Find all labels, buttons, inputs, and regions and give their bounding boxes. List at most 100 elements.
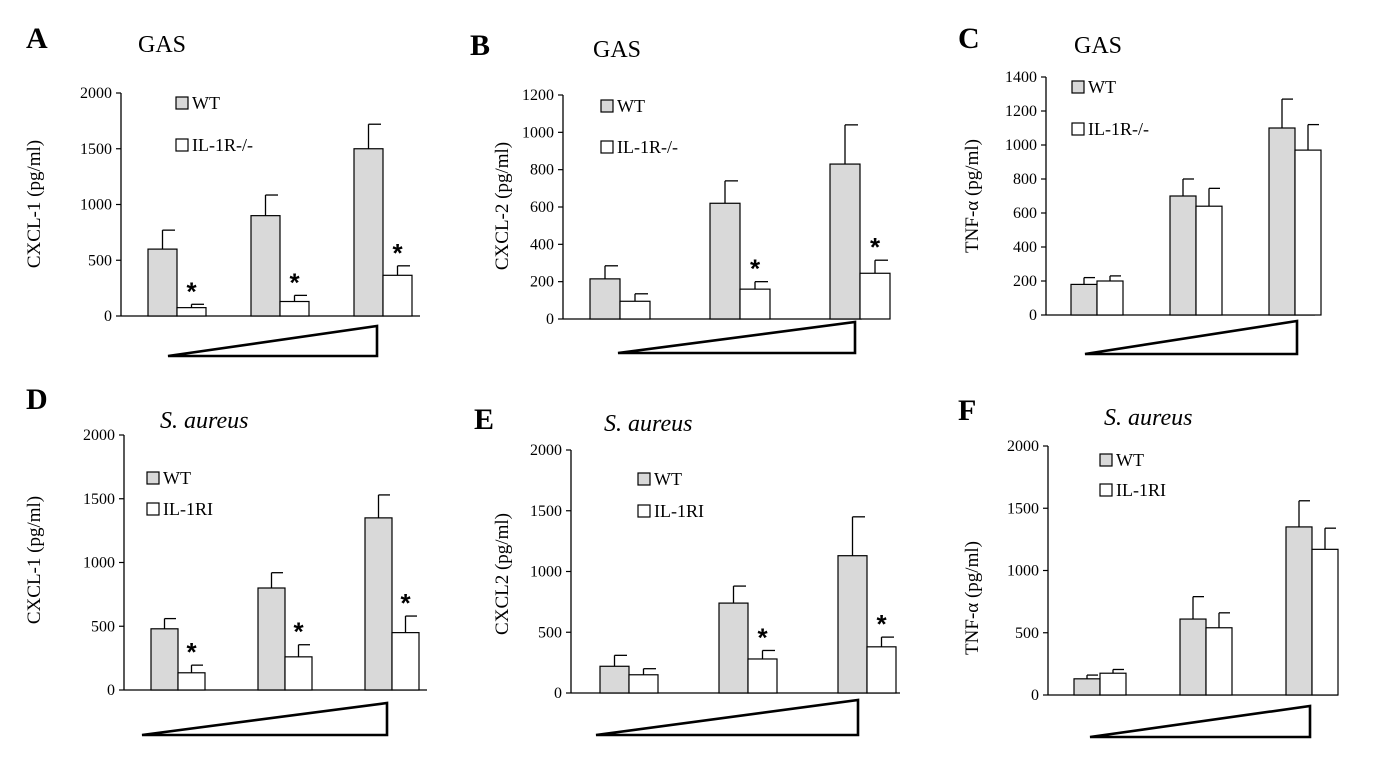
panel-letter-d: D <box>26 383 48 416</box>
panel-b: B GAS CXCL-2 (pg/ml) WT IL-1R-/- 0 200 400… <box>470 29 891 355</box>
y-axis-label-b: CXCL-2 (pg/ml) <box>492 142 513 270</box>
y-tick-label: 1000 <box>83 555 115 572</box>
legend-swatch-ko <box>637 504 651 518</box>
legend-swatch-wt <box>1071 80 1085 94</box>
bar-ko <box>1205 627 1233 696</box>
bar-ko <box>628 674 659 694</box>
bar-ko <box>284 656 313 691</box>
panel-letter-c: C <box>958 22 980 55</box>
legend-swatch-wt <box>600 99 614 113</box>
bar-wt <box>1169 195 1197 316</box>
y-tick-label: 0 <box>1031 687 1039 704</box>
legend-b: WT IL-1R-/- <box>600 96 678 157</box>
bar-ko <box>1096 280 1124 316</box>
bar-ko <box>739 288 771 320</box>
legend-label-wt: WT <box>1116 450 1144 470</box>
y-tick-label: 1500 <box>530 503 562 520</box>
legend-label-ko: IL-1RI <box>654 501 704 521</box>
y-tick-label: 2000 <box>83 427 115 444</box>
panel-e: E S. aureus CXCL2 (pg/ml) WT IL-1RI 0 500… <box>474 403 900 737</box>
y-tick-label: 1500 <box>83 491 115 508</box>
legend-swatch-wt <box>637 472 651 486</box>
legend-swatch-ko <box>600 140 614 154</box>
y-tick-label: 0 <box>1029 307 1037 324</box>
panel-title-a: GAS <box>138 32 186 58</box>
bar-wt <box>250 215 281 317</box>
y-tick-label: 1500 <box>80 141 112 158</box>
y-tick-label: 2000 <box>1007 438 1039 455</box>
bar-ko <box>391 632 420 691</box>
significance-star: * <box>293 617 304 647</box>
legend-label-ko: IL-1R-/- <box>1088 119 1149 139</box>
panel-title-c: GAS <box>1074 33 1122 59</box>
y-tick-label: 400 <box>530 236 554 253</box>
y-tick-label: 2000 <box>80 85 112 102</box>
bar-wt <box>837 555 868 694</box>
panel-title-b: GAS <box>593 37 641 63</box>
bar-ko <box>1311 548 1339 696</box>
y-tick-label: 200 <box>1013 273 1037 290</box>
y-axis-label-f: TNF-α (pg/ml) <box>962 541 983 655</box>
bar-wt <box>709 202 741 320</box>
y-tick-label: 600 <box>1013 205 1037 222</box>
bar-ko <box>866 646 897 694</box>
bar-wt <box>353 148 384 317</box>
bar-wt <box>257 587 286 691</box>
legend-c: WT IL-1R-/- <box>1071 77 1149 139</box>
bar-wt <box>829 163 861 320</box>
bar-wt <box>718 602 749 694</box>
y-tick-label: 1400 <box>1005 69 1037 86</box>
significance-star: * <box>876 609 887 639</box>
panel-letter-a: A <box>26 22 48 55</box>
panel-title-f: S. aureus <box>1104 405 1192 431</box>
legend-label-wt: WT <box>1088 77 1116 97</box>
bar-wt <box>1268 127 1296 316</box>
bar-wt <box>599 665 630 694</box>
bar-wt <box>364 517 393 691</box>
legend-label-ko: IL-1R-/- <box>617 137 678 157</box>
panel-c: C GAS TNF-α (pg/ml) WT IL-1R-/- 0 200 400 6… <box>958 22 1322 356</box>
y-tick-label: 1200 <box>1005 103 1037 120</box>
y-tick-label: 0 <box>107 682 115 699</box>
bar-wt <box>1179 618 1207 696</box>
bar-ko <box>177 672 206 691</box>
panel-f: F S. aureus TNF-α (pg/ml) WT IL-1RI 0 500… <box>958 394 1339 739</box>
legend-d: WT IL-1RI <box>146 468 213 519</box>
significance-star: * <box>757 622 768 652</box>
bar-wt <box>589 278 621 320</box>
bar-ko <box>382 274 413 317</box>
legend-f: WT IL-1RI <box>1099 450 1166 500</box>
panel-letter-f: F <box>958 394 976 427</box>
bar-ko <box>619 300 651 320</box>
y-tick-label: 200 <box>530 274 554 291</box>
y-tick-label: 500 <box>1015 625 1039 642</box>
legend-swatch-ko <box>1099 483 1113 497</box>
bar-wt <box>1285 526 1313 696</box>
significance-star: * <box>289 267 300 297</box>
legend-swatch-ko <box>146 502 160 516</box>
significance-star: * <box>870 232 881 262</box>
y-tick-label: 600 <box>530 199 554 216</box>
y-tick-label: 1000 <box>522 124 554 141</box>
bar-ko <box>279 300 310 317</box>
bar-ko <box>747 658 778 694</box>
y-tick-label: 800 <box>530 162 554 179</box>
y-tick-label: 1000 <box>1005 137 1037 154</box>
panel-title-d: S. aureus <box>160 408 248 434</box>
significance-star: * <box>400 588 411 618</box>
legend-swatch-wt <box>146 471 160 485</box>
y-axis-label-c: TNF-α (pg/ml) <box>962 139 983 253</box>
y-tick-label: 0 <box>554 685 562 702</box>
significance-star: * <box>186 637 197 667</box>
y-tick-label: 400 <box>1013 239 1037 256</box>
bar-wt <box>147 248 178 317</box>
panel-letter-b: B <box>470 29 490 62</box>
legend-label-wt: WT <box>163 468 191 488</box>
legend-a: WT IL-1R-/- <box>175 93 253 155</box>
y-tick-label: 0 <box>546 311 554 328</box>
legend-swatch-wt <box>175 96 189 110</box>
panel-a: A GAS CXCL-1 (pg/ml) WT IL-1R-/- 0 500 100… <box>24 22 420 358</box>
panel-d: D S. aureus CXCL-1 (pg/ml) WT IL-1RI 0 50… <box>24 383 427 737</box>
bar-ko <box>1195 205 1223 316</box>
